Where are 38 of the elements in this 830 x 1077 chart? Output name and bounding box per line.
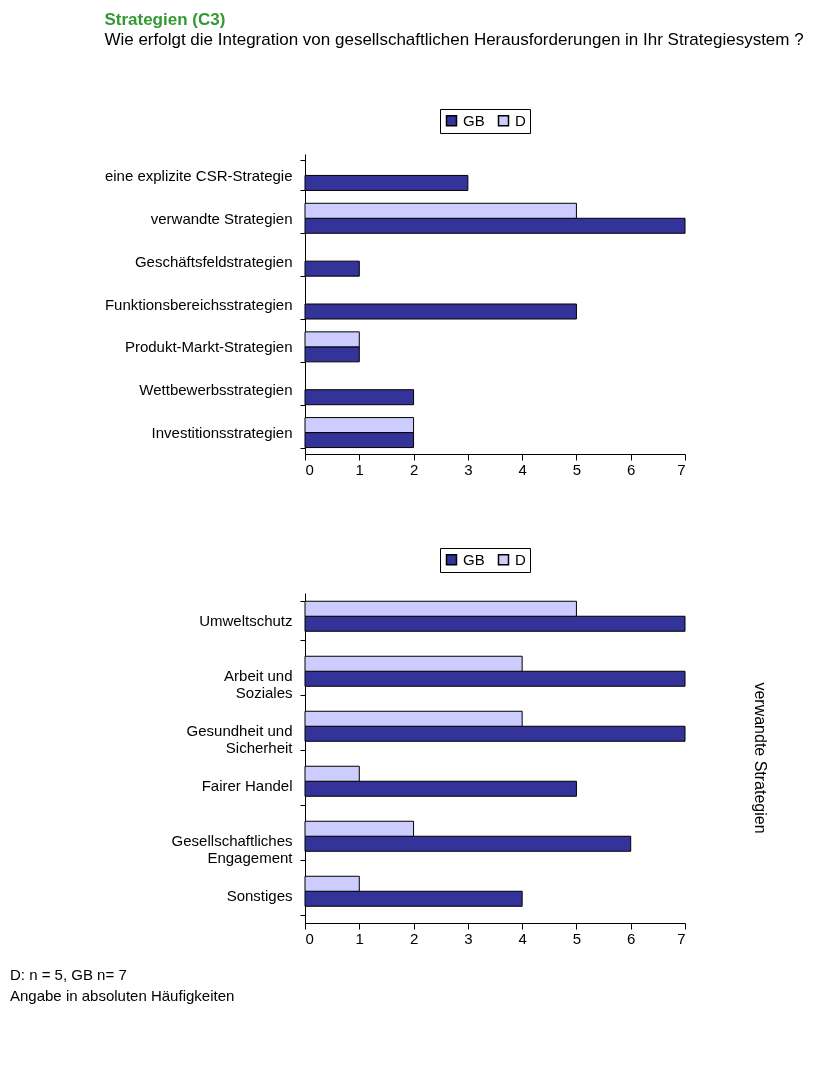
x-tick-label: 6	[627, 460, 636, 478]
y-tick-label: Funktionsbereichsstrategien	[104, 295, 293, 313]
text: D: n = 5, GB n= 7	[10, 966, 127, 983]
y-tick-label: Gesundheit und Sicherheit	[186, 722, 294, 756]
x-tick-label: 4	[518, 460, 527, 478]
x-tick-label: 5	[572, 460, 582, 478]
x-tick-label: 0	[305, 460, 314, 478]
y-tick-label: Gesellschaftliches Engagement	[171, 832, 294, 866]
y-tick-label: Geschäftsfeldstrategien	[134, 252, 293, 270]
x-tick-label: 7	[677, 460, 686, 478]
x-tick-label: 3	[464, 929, 473, 947]
y-tick-label: Wettbewerbsstrategien	[139, 381, 293, 399]
x-tick-label: 4	[518, 929, 527, 947]
x-tick-label: 6	[627, 929, 636, 947]
text: Angabe in absoluten Häufigkeiten	[10, 987, 235, 1004]
legend-label: GB	[463, 111, 485, 129]
y-tick-label: Fairer Handel	[201, 777, 293, 794]
legend-label: GB	[463, 550, 485, 568]
y-tick-label: Sonstiges	[226, 887, 293, 904]
text: verwandte Strategien	[752, 682, 769, 834]
x-tick-label: 3	[464, 460, 473, 478]
legend-label: D	[515, 550, 526, 568]
y-tick-label: Produkt-Markt-Strategien	[124, 338, 293, 356]
x-tick-label: 7	[677, 929, 686, 947]
x-tick-label: 1	[355, 929, 364, 947]
x-tick-label: 5	[572, 929, 582, 947]
x-tick-label: 0	[305, 929, 314, 947]
x-tick-label: 1	[355, 460, 364, 478]
legend-label: D	[515, 111, 526, 129]
y-tick-label: Arbeit und Soziales	[224, 667, 293, 701]
chart-subtitle: Wie erfolgt die Integration von gesellschaftlichen Herausforderungen in Ihr Strategiesystem ?	[104, 29, 804, 49]
y-tick-label: Investitionsstrategien	[151, 424, 293, 442]
x-tick-label: 2	[409, 460, 419, 478]
y-tick-label: eine explizite CSR-Strategie	[104, 166, 293, 184]
text: Strategien (C3)	[104, 9, 226, 29]
x-tick-label: 2	[409, 929, 419, 947]
y-tick-label: Umweltschutz	[199, 612, 293, 629]
y-tick-label: verwandte Strategien	[150, 209, 293, 227]
